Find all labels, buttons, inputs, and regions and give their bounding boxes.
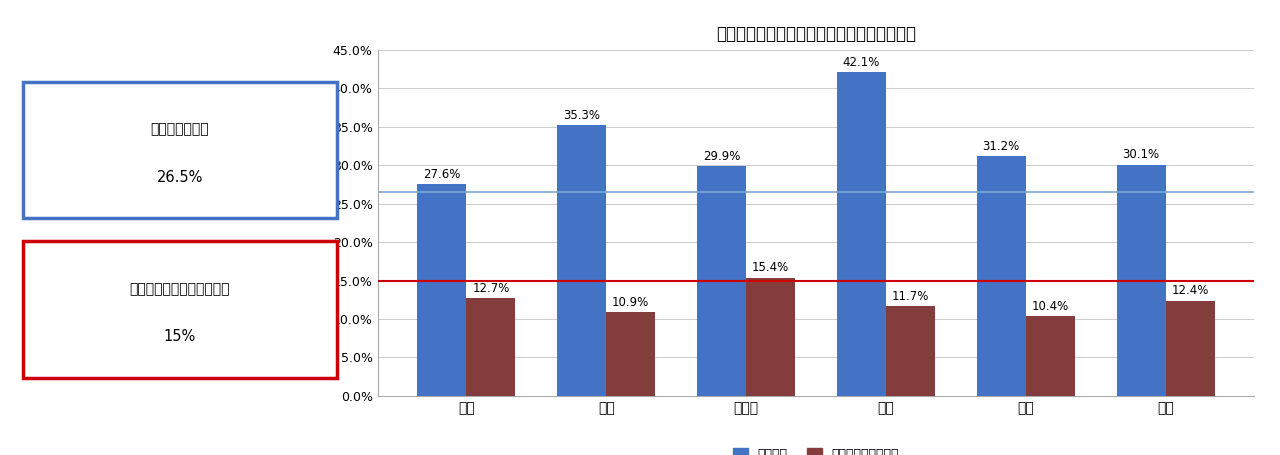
Text: 10.4%: 10.4% [1032, 300, 1069, 313]
Bar [417, 184, 466, 396]
Text: 30.1%: 30.1% [1123, 148, 1160, 162]
Text: 42.1%: 42.1% [842, 56, 881, 69]
Text: 31.2%: 31.2% [983, 140, 1020, 153]
Bar [698, 166, 746, 396]
Bar [1116, 165, 1166, 396]
Text: 26.5%: 26.5% [156, 170, 204, 185]
Bar [886, 306, 934, 396]
Legend: 高齢化率, 一人暮らし高齢者率: 高齢化率, 一人暮らし高齢者率 [728, 443, 904, 455]
Text: 11.7%: 11.7% [892, 290, 929, 303]
Text: 27.6%: 27.6% [424, 168, 461, 181]
Bar [607, 312, 655, 396]
Text: 10.9%: 10.9% [612, 296, 649, 309]
Bar [1025, 316, 1075, 396]
Title: 各中学校区の高齢化率と一人暮らし高齢者率: 各中学校区の高齢化率と一人暮らし高齢者率 [716, 25, 916, 43]
Bar [977, 156, 1025, 396]
Bar [746, 278, 795, 396]
Text: 15%: 15% [164, 329, 196, 344]
Text: 15.4%: 15.4% [751, 262, 790, 274]
Text: 岡山市一人暮らし高齢者率: 岡山市一人暮らし高齢者率 [129, 282, 230, 296]
Bar [466, 298, 516, 396]
Text: 12.4%: 12.4% [1171, 284, 1208, 298]
Text: 29.9%: 29.9% [703, 150, 740, 163]
Text: 岡山市高齢化率: 岡山市高齢化率 [151, 123, 209, 136]
Bar [557, 125, 607, 396]
Text: 35.3%: 35.3% [563, 108, 600, 121]
Bar [1166, 301, 1215, 396]
Bar [837, 72, 886, 396]
Text: 12.7%: 12.7% [472, 282, 509, 295]
